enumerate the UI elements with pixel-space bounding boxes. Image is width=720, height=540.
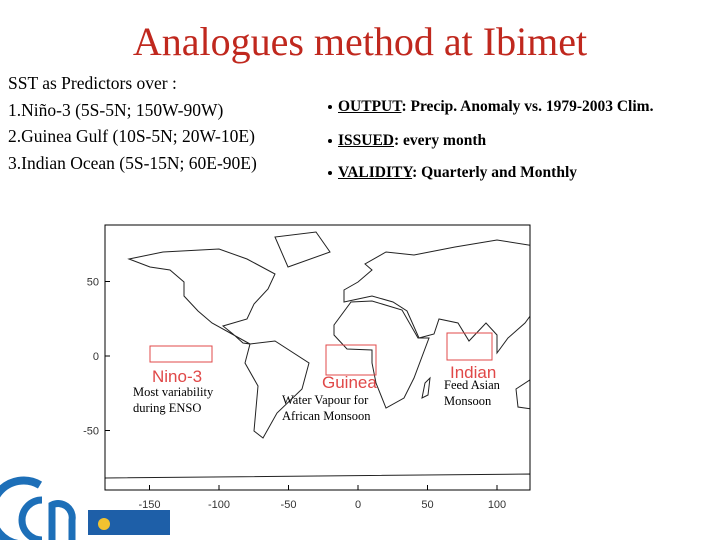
region-note: Feed Asian Monsoon <box>444 378 501 408</box>
slide-title: Analogues method at Ibimet <box>132 19 588 64</box>
region-label: Guinea <box>322 373 377 392</box>
bullet-key: VALIDITY <box>338 164 413 181</box>
bullet-dot <box>328 171 332 176</box>
note-line: during ENSO <box>133 401 201 415</box>
bullet-key: OUTPUT <box>338 98 402 115</box>
x-tick-label: 100 <box>488 499 506 511</box>
logo <box>0 476 170 540</box>
predictor: 3.Indian Ocean (5S-15N; 60E-90E) <box>8 152 257 173</box>
land <box>105 231 530 490</box>
predictors-heading: SST as Predictors over : <box>8 73 177 93</box>
predictors: SST as Predictors over : 1.Niño-3 (5S-5N… <box>8 70 257 176</box>
x-tick-label: -150 <box>138 499 160 511</box>
bullet: OUTPUT: Precip. Anomaly vs. 1979-2003 Cl… <box>328 98 653 116</box>
note-line: Most variability <box>133 385 214 399</box>
bullet-dot <box>328 139 332 144</box>
note-line: Monsoon <box>444 394 492 408</box>
bullet: ISSUED: every month <box>328 132 486 150</box>
bullet-dot <box>328 105 332 110</box>
y-tick-label: -50 <box>83 426 99 438</box>
region-box <box>149 345 213 363</box>
region-note: Most variability during ENSO <box>133 385 214 415</box>
region-box <box>325 344 377 376</box>
bullet-text: : every month <box>394 132 487 149</box>
x-tick-label: -50 <box>281 499 297 511</box>
note-line: Water Vapour for <box>282 393 369 407</box>
region-box <box>446 332 493 361</box>
x-tick-label: 50 <box>421 499 433 511</box>
note-line: African Monsoon <box>282 409 371 423</box>
predictor: 2.Guinea Gulf (10S-5N; 20W-10E) <box>8 126 255 146</box>
bullet-text: : Precip. Anomaly vs. 1979-2003 Clim. <box>401 98 654 115</box>
bullet: VALIDITY: Quarterly and Monthly <box>328 164 577 182</box>
region-label: Nino-3 <box>152 367 202 386</box>
bullet-key: ISSUED <box>338 132 394 149</box>
y-tick-label: 0 <box>93 351 99 363</box>
map-frame <box>104 224 531 491</box>
region-note: Water Vapour for African Monsoon <box>282 393 371 423</box>
note-line: Feed Asian <box>444 378 501 392</box>
y-tick-label: 50 <box>87 277 99 289</box>
region-label: Indian <box>450 363 496 382</box>
x-tick-label: 0 <box>355 499 361 511</box>
predictor: 1.Niño-3 (5S-5N; 150W-90W) <box>8 99 224 120</box>
bullet-text: : Quarterly and Monthly <box>412 164 578 181</box>
x-tick-label: -100 <box>208 499 230 511</box>
